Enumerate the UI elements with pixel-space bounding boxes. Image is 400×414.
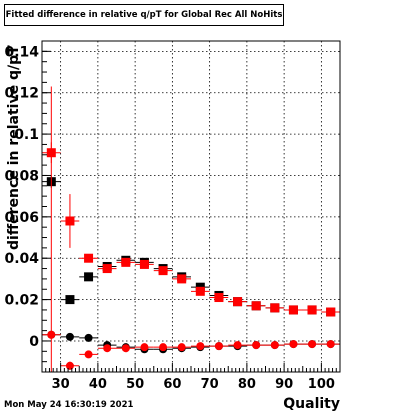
data-point-square <box>233 297 243 307</box>
data-point-circle <box>47 330 56 339</box>
data-point-circle <box>196 342 205 351</box>
data-point-circle <box>270 341 279 350</box>
y-tick-label: 0.02 <box>4 293 39 309</box>
x-tick-label: 90 <box>275 377 293 392</box>
x-axis-label: Quality <box>283 396 340 412</box>
data-point-square <box>65 216 75 226</box>
data-point-square <box>270 303 280 313</box>
x-tick-label: 50 <box>126 377 144 392</box>
data-point-circle <box>252 341 261 350</box>
data-point-circle <box>140 343 149 352</box>
data-series <box>42 86 340 372</box>
data-point-circle <box>233 341 242 350</box>
data-point-square <box>195 286 205 296</box>
series-0 <box>42 175 340 317</box>
data-point-square <box>84 253 94 263</box>
data-point-square <box>84 272 94 282</box>
series-1 <box>42 142 340 317</box>
data-point-circle <box>84 333 93 342</box>
data-point-square <box>139 259 149 269</box>
x-tick-label: 70 <box>201 377 219 392</box>
data-point-circle <box>326 340 335 349</box>
chart-title: Fitted difference in relative q/pT for G… <box>4 4 284 26</box>
data-point-square <box>214 293 224 303</box>
data-point-square <box>177 274 187 284</box>
data-point-square <box>158 266 168 276</box>
data-point-square <box>121 257 131 267</box>
plot-frame <box>41 40 341 373</box>
data-point-circle <box>289 340 298 349</box>
y-tick-label: 0.04 <box>4 251 39 267</box>
x-tick-label: 100 <box>308 377 335 392</box>
data-point-circle <box>308 340 317 349</box>
y-tick-label: 0.1 <box>14 127 39 143</box>
x-tick-label: 40 <box>89 377 107 392</box>
data-point-square <box>102 264 112 274</box>
y-axis-label: difference in relative q/pT <box>6 45 22 250</box>
data-point-circle <box>65 361 74 370</box>
x-tick-label: 80 <box>238 377 256 392</box>
datestamp: Mon May 24 16:30:19 2021 <box>4 400 134 410</box>
y-tick-label: 0.14 <box>4 44 39 60</box>
data-point-circle <box>121 344 130 353</box>
data-point-circle <box>177 343 186 352</box>
data-point-circle <box>84 350 93 359</box>
axis-ticks: 30 40 50 60 70 80 90 100 0 0.02 0.04 0.06 0.08 0.1 0.1… <box>4 44 341 392</box>
x-tick-label: 60 <box>163 377 181 392</box>
grid-lines <box>42 41 340 372</box>
data-point-square <box>307 305 317 315</box>
series-3 <box>42 86 340 372</box>
y-tick-label: 0.06 <box>4 210 39 226</box>
data-point-square <box>65 295 75 305</box>
y-tick-label: 0 <box>29 334 39 350</box>
data-point-circle <box>159 343 168 352</box>
data-point-circle <box>65 332 74 341</box>
data-point-square <box>326 307 336 317</box>
x-tick-label: 30 <box>52 377 70 392</box>
data-point-circle <box>214 342 223 351</box>
y-tick-label: 0.12 <box>4 86 39 102</box>
data-point-square <box>251 301 261 311</box>
data-point-circle <box>103 344 112 353</box>
y-tick-label: 0.08 <box>4 168 39 184</box>
data-point-square <box>288 305 298 315</box>
